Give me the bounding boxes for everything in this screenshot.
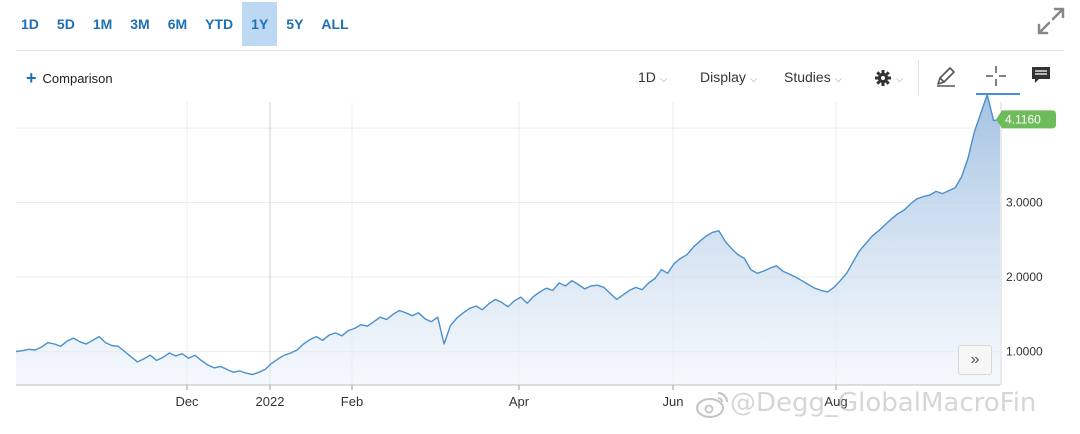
range-button-5y[interactable]: 5Y [286,16,304,32]
scroll-to-latest-button[interactable]: » [958,345,992,375]
range-button-1d[interactable]: 1D [21,16,39,32]
range-button-6m[interactable]: 6M [167,16,188,32]
chevron-down-icon: ⌵ [834,74,843,85]
interval-dropdown[interactable]: 1D ⌵ [638,64,668,90]
chevron-down-icon: ⌵ [659,74,668,85]
range-button-all[interactable]: ALL [321,16,349,32]
x-tick-label: 2022 [256,394,285,409]
comparison-button[interactable]: + Comparison [26,69,113,87]
settings-dropdown[interactable]: ⌵ [874,64,904,90]
chevron-down-icon: ⌵ [749,74,758,85]
range-button-1y[interactable]: 1Y [242,2,278,46]
series-area [16,94,1000,385]
active-tool-indicator [976,93,1020,95]
studies-dropdown[interactable]: Studies ⌵ [784,64,842,90]
x-tick-label: Feb [341,394,363,409]
studies-label: Studies [784,69,831,85]
toolbar-divider [16,50,1064,51]
range-button-3m[interactable]: 3M [130,16,150,32]
toolbar-separator [918,60,919,96]
y-tick-label: 2.0000 [1006,270,1043,284]
y-tick-label: 1.0000 [1006,344,1043,358]
expand-icon[interactable] [1036,6,1066,36]
last-price-label: 4.1160 [1005,112,1041,126]
range-button-ytd[interactable]: YTD [205,16,234,32]
y-tick-label: 3.0000 [1006,196,1043,210]
weibo-logo-icon [696,391,728,418]
x-tick-label: Apr [509,394,530,409]
comment-icon[interactable] [1030,64,1052,86]
x-tick-label: Dec [175,394,199,409]
watermark: @Degg_GlobalMacroFin [694,388,1036,419]
series-line [15,93,1001,376]
gear-icon [875,70,891,87]
display-dropdown[interactable]: Display ⌵ [700,64,758,90]
last-price-badge [996,110,1056,129]
range-button-1m[interactable]: 1M [92,16,113,32]
watermark-text: @Degg_GlobalMacroFin [730,388,1037,418]
x-tick-label: Aug [824,394,847,409]
interval-label: 1D [638,69,656,85]
range-selector: 1D 5D 1M 3M 6M YTD 1Y 5Y ALL [12,2,358,46]
pencil-icon[interactable] [934,64,958,88]
crosshair-icon[interactable] [984,64,1008,88]
x-tick-label: Jun [663,394,684,409]
display-label: Display [700,69,746,85]
range-button-5d[interactable]: 5D [56,16,75,32]
plus-icon: + [26,68,37,88]
comparison-label: Comparison [42,70,113,86]
chevron-down-icon: ⌵ [896,74,904,85]
